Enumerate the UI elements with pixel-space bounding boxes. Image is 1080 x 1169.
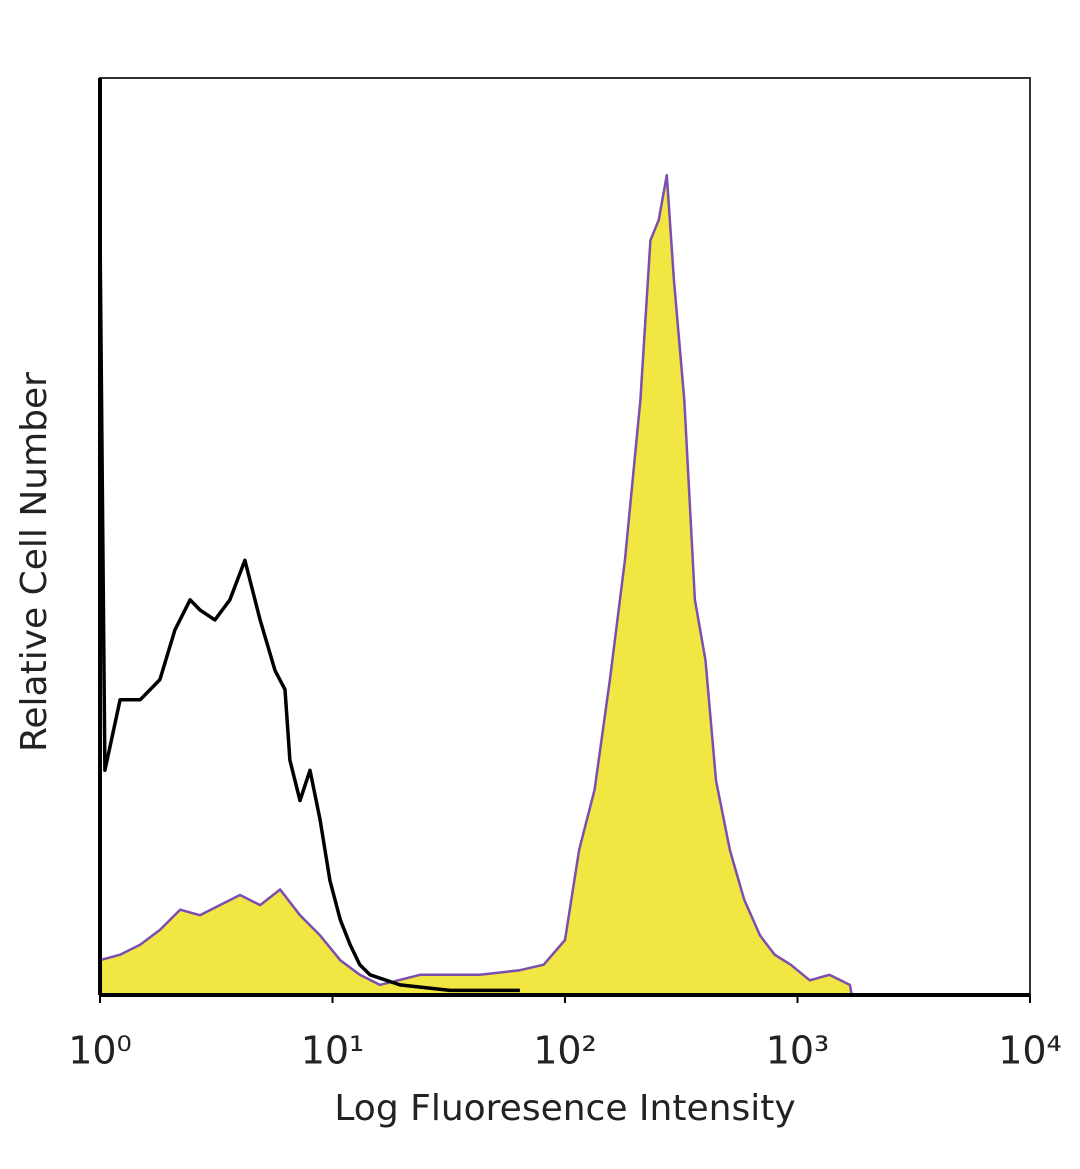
plot-frame (99, 77, 1031, 996)
x-tick-label: 10¹ (301, 1029, 365, 1073)
y-axis-label: Relative Cell Number (14, 372, 55, 752)
histogram-line (98, 228, 520, 995)
x-axis-label: Log Fluoresence Intensity (334, 1088, 795, 1129)
histogram-area (98, 173, 853, 997)
x-tick-label: 10⁴ (998, 1029, 1062, 1073)
x-tick-label: 10³ (766, 1029, 830, 1073)
x-tick-label: 10⁰ (68, 1029, 132, 1073)
x-tick-label: 10² (533, 1029, 597, 1073)
